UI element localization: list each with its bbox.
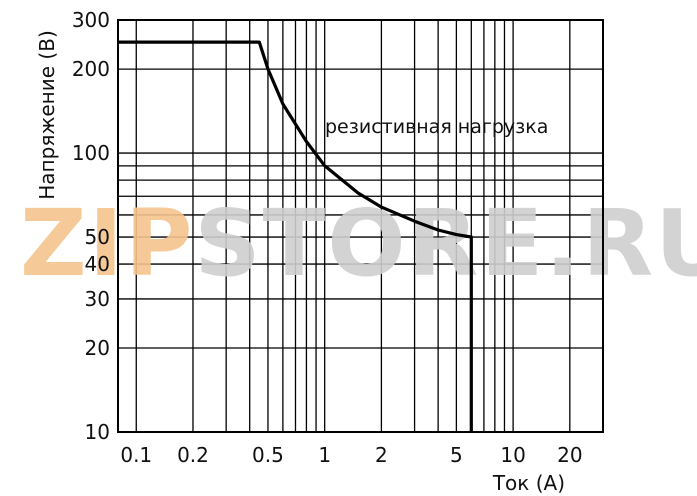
svg-text:ZIPSTORE.RU: ZIPSTORE.RU <box>20 190 697 297</box>
y-tick-label: 30 <box>85 287 110 311</box>
x-tick-label: 1 <box>318 443 331 467</box>
plot-border <box>117 19 604 433</box>
y-tick-label: 200 <box>72 57 110 81</box>
series-line-0 <box>118 40 473 432</box>
x-tick-labels: 0.1 0.2 0.5 1 2 5 10 20 <box>120 443 582 467</box>
y-axis-label: Напряжение (В) <box>35 30 59 199</box>
x-axis-label: Ток (A) <box>492 471 565 495</box>
grid-lines <box>118 19 603 433</box>
x-tick-label: 0.1 <box>120 443 152 467</box>
x-tick-label: 20 <box>557 443 582 467</box>
x-tick-label: 5 <box>450 443 463 467</box>
x-tick-label: 0.5 <box>252 443 284 467</box>
y-tick-label: 100 <box>72 141 110 165</box>
y-tick-label: 40 <box>85 252 110 276</box>
y-tick-labels: 10 20 30 40 50 100 200 300 <box>72 8 110 444</box>
x-tick-label: 0.2 <box>177 443 209 467</box>
series-curve <box>118 40 473 432</box>
y-tick-label: 300 <box>72 8 110 32</box>
x-tick-label: 10 <box>500 443 525 467</box>
annotation-resistive-load: резистивная нагрузка <box>325 116 548 138</box>
y-tick-label: 10 <box>85 420 110 444</box>
watermark-zip: ZIP <box>20 190 194 297</box>
y-tick-label: 20 <box>85 336 110 360</box>
watermark: ZIPSTORE.RU <box>20 190 697 297</box>
x-tick-label: 2 <box>375 443 388 467</box>
y-tick-label: 50 <box>85 225 110 249</box>
plot-frame <box>117 19 604 433</box>
watermark-store: STORE.RU <box>194 190 697 297</box>
